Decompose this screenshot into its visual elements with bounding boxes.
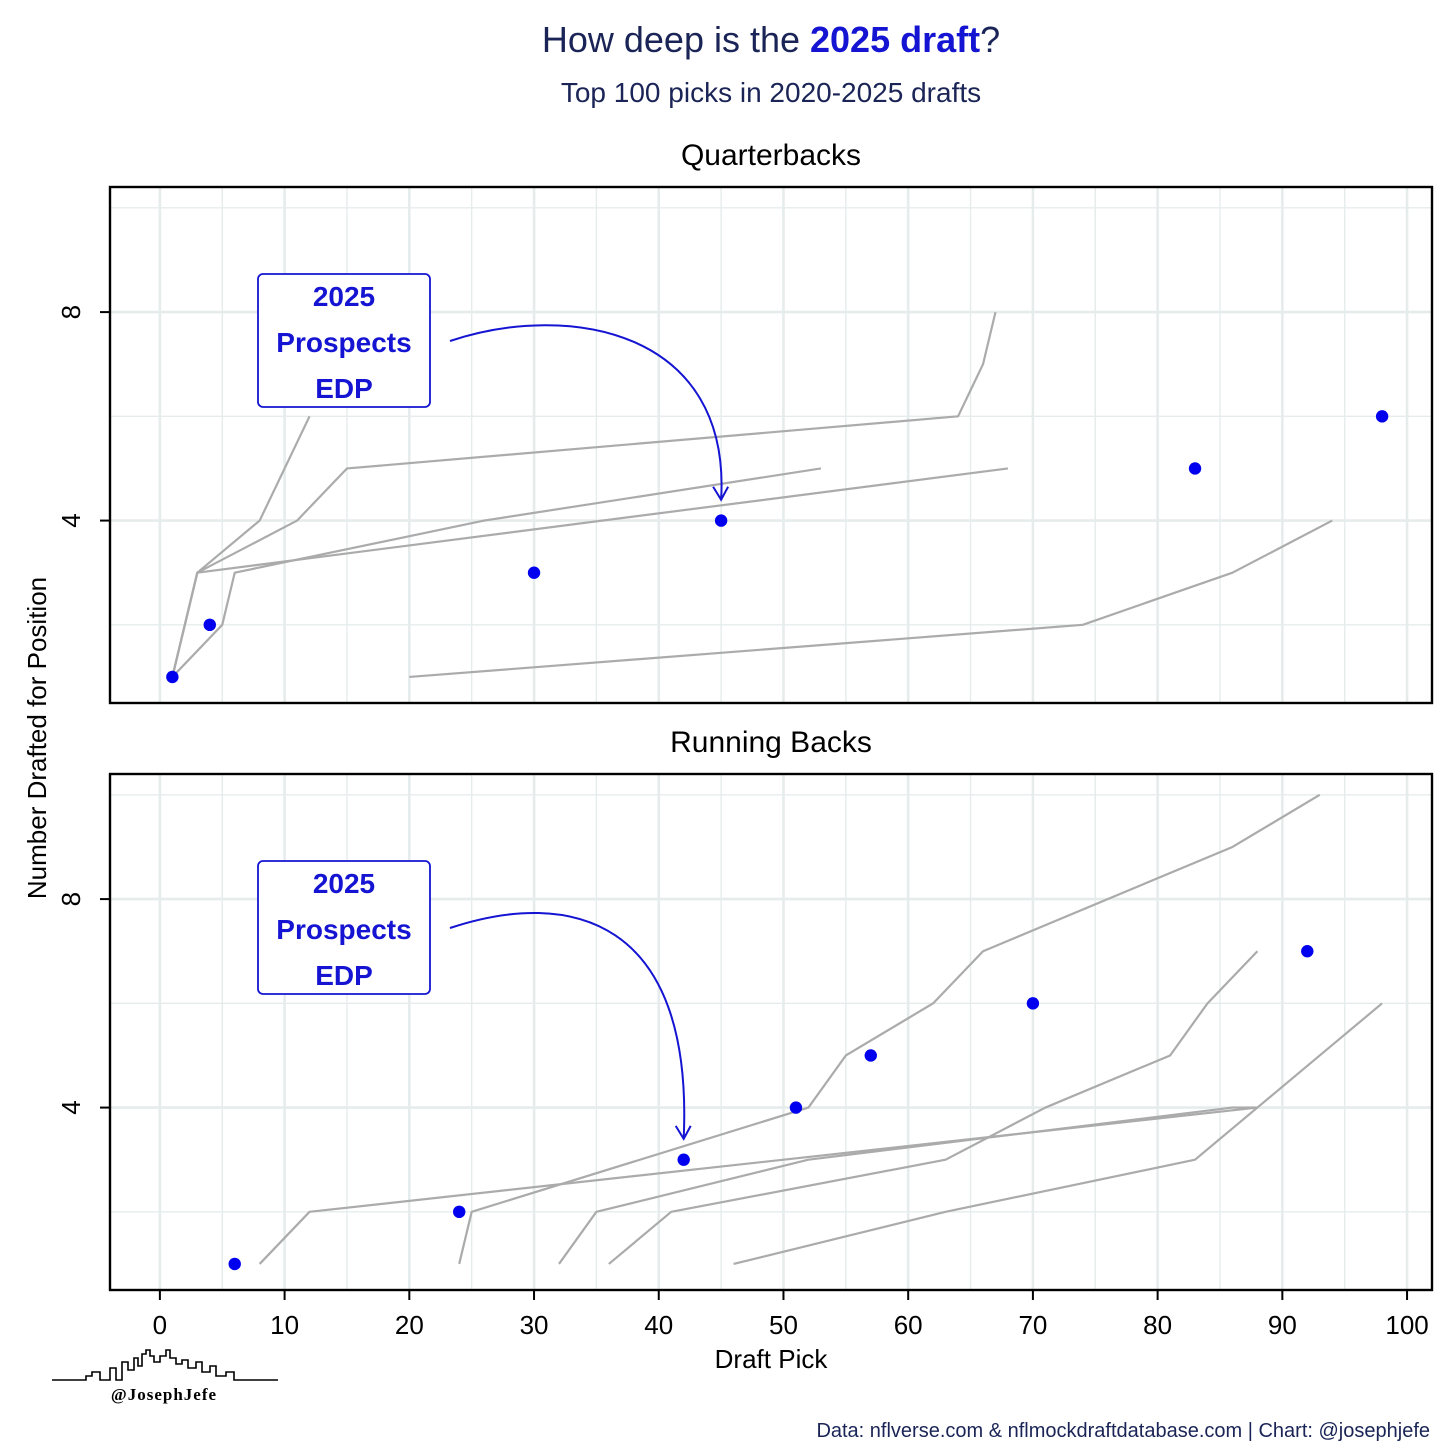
chart-title: How deep is the 2025 draft? [542,19,1000,60]
arrow-head-icon [712,486,729,502]
x-tick-label: 40 [644,1310,673,1340]
annotation-arrow [449,911,686,1139]
history-line-4 [171,467,1009,678]
arrow-head-icon [674,1125,692,1141]
panel-frame [108,772,1434,1292]
x-tick-label: 60 [894,1310,923,1340]
panel-title: Running Backs [670,726,872,759]
edp-point [1188,462,1202,475]
history-line-2 [458,793,1321,1265]
annotation: 2025 Prospects EDP [257,860,692,1141]
grid [110,774,1432,1290]
grid [110,187,1432,703]
logo-text: @JosephJefe [111,1385,217,1404]
annotation-line: 2025 [313,281,375,312]
history-line-4 [608,950,1259,1265]
annotation-arrow [449,324,723,500]
history-line-5 [733,1002,1383,1266]
panel-title: Quarterbacks [681,139,861,172]
title-highlight: 2025 draft [810,19,980,60]
chart-subtitle: Top 100 picks in 2020-2025 drafts [561,77,981,108]
x-tick-label: 20 [395,1310,424,1340]
history-line-3 [171,467,822,678]
edp-point [203,618,216,632]
edp-2025-points [228,945,1314,1271]
history-line-5 [409,519,1333,679]
edp-point [228,1257,241,1271]
edp-point [1301,945,1314,958]
skyline-icon [52,1349,278,1381]
x-tick-label: 70 [1018,1310,1047,1340]
x-axis-label: Draft Pick [715,1344,829,1374]
x-tick-label: 90 [1268,1310,1297,1340]
edp-point [864,1049,877,1062]
edp-point [677,1153,690,1166]
edp-point [166,670,179,684]
x-tick-label: 0 [153,1310,167,1340]
title-prefix: How deep is the [542,19,810,60]
history-series-group [171,311,1333,679]
annotation-line: EDP [315,960,373,991]
title-suffix: ? [980,19,1000,60]
annotation-box [257,273,431,408]
annotation: 2025 Prospects EDP [257,273,729,502]
plot-background [110,774,1432,1290]
x-tick-label: 100 [1385,1310,1428,1340]
history-series-group [258,793,1383,1266]
y-tick-label: 4 [56,513,86,527]
edp-point [453,1205,466,1219]
y-tick-label: 4 [56,1100,86,1114]
y-tick-label: 8 [56,305,86,319]
logo: @JosephJefe [52,1349,278,1404]
x-axis: 0 10 20 30 40 50 60 70 80 90 100 [153,1290,1429,1340]
plot-background [110,187,1432,703]
panel-frame [108,185,1434,705]
edp-point [789,1101,803,1114]
edp-point [1375,410,1389,423]
edp-point [714,514,728,527]
x-tick-label: 30 [520,1310,549,1340]
annotation-line: 2025 [313,868,375,899]
y-axis-label: Number Drafted for Position [22,577,52,899]
caption: Data: nflverse.com & nflmockdraftdatabas… [816,1420,1430,1442]
history-line-3 [558,1106,1258,1265]
edp-point [527,566,541,579]
annotation-line: Prospects [276,327,411,358]
y-axis: 48 [56,305,110,528]
y-axis: 48 [56,892,110,1115]
edp-2025-points [166,410,1389,684]
y-tick-label: 8 [56,892,86,906]
annotation-line: Prospects [276,914,411,945]
x-tick-label: 10 [270,1310,299,1340]
x-tick-label: 50 [769,1310,798,1340]
annotation-box [257,860,431,995]
x-tick-label: 80 [1143,1310,1172,1340]
edp-point [1026,997,1040,1010]
annotation-line: EDP [315,373,373,404]
